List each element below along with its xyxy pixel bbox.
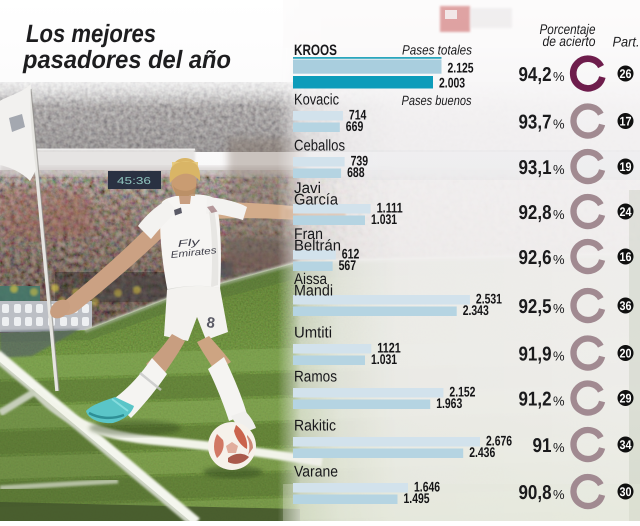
svg-text:%: %: [553, 116, 565, 131]
svg-text:1.031: 1.031: [371, 351, 397, 367]
svg-text:16: 16: [620, 250, 632, 264]
svg-text:Fran: Fran: [294, 226, 323, 243]
svg-text:Pases buenos: Pases buenos: [402, 93, 472, 108]
svg-text:Porcentaje: Porcentaje: [540, 21, 596, 37]
svg-text:92,6: 92,6: [519, 247, 552, 269]
svg-text:92,5: 92,5: [519, 296, 552, 318]
svg-text:%: %: [553, 301, 565, 316]
svg-text:2.125: 2.125: [448, 60, 474, 76]
svg-text:2.436: 2.436: [469, 444, 495, 460]
svg-text:pasadores del año: pasadores del año: [22, 46, 231, 74]
svg-text:30: 30: [620, 485, 632, 499]
svg-text:de acierto: de acierto: [543, 33, 596, 49]
svg-text:567: 567: [339, 257, 357, 273]
svg-text:669: 669: [346, 118, 364, 134]
svg-text:Pases totales: Pases totales: [402, 43, 472, 58]
svg-text:29: 29: [620, 391, 632, 405]
svg-text:91,9: 91,9: [519, 343, 552, 365]
svg-text:%: %: [553, 252, 565, 267]
svg-text:1.111: 1.111: [377, 200, 403, 216]
svg-text:%: %: [553, 69, 565, 84]
svg-text:92,8: 92,8: [519, 202, 552, 224]
svg-text:García: García: [294, 192, 338, 209]
svg-text:%: %: [553, 393, 565, 408]
svg-text:Ramos: Ramos: [294, 369, 337, 386]
svg-text:1.646: 1.646: [414, 479, 440, 495]
svg-text:Fly: Fly: [177, 237, 202, 250]
svg-text:93,7: 93,7: [519, 111, 552, 133]
svg-text:612: 612: [342, 246, 360, 262]
svg-text:%: %: [553, 440, 565, 455]
svg-text:739: 739: [351, 153, 369, 169]
svg-text:Javi: Javi: [294, 180, 321, 197]
svg-text:36: 36: [620, 299, 632, 313]
svg-text:2.531: 2.531: [476, 291, 502, 307]
svg-text:26: 26: [620, 67, 632, 81]
svg-text:%: %: [553, 162, 565, 177]
svg-text:Mandi: Mandi: [294, 283, 333, 300]
svg-text:Los mejores: Los mejores: [26, 20, 156, 48]
svg-text:%: %: [553, 348, 565, 363]
svg-text:Umtiti: Umtiti: [294, 325, 332, 342]
svg-text:8: 8: [205, 314, 216, 332]
svg-text:1.031: 1.031: [371, 211, 397, 227]
svg-text:%: %: [553, 487, 565, 502]
svg-text:1.963: 1.963: [436, 395, 462, 411]
svg-text:%: %: [553, 207, 565, 222]
svg-text:2.676: 2.676: [486, 433, 512, 449]
svg-text:688: 688: [347, 164, 365, 180]
svg-text:91,2: 91,2: [519, 388, 552, 410]
svg-text:19: 19: [620, 160, 632, 174]
svg-text:20: 20: [620, 346, 632, 360]
svg-text:93,1: 93,1: [519, 157, 552, 179]
svg-text:24: 24: [620, 205, 632, 219]
svg-text:90,8: 90,8: [519, 482, 552, 504]
svg-text:1.495: 1.495: [404, 490, 430, 506]
svg-text:Kovacic: Kovacic: [294, 92, 339, 109]
svg-text:714: 714: [349, 107, 367, 123]
svg-text:17: 17: [620, 114, 632, 128]
svg-text:Varane: Varane: [294, 464, 338, 481]
svg-text:2.152: 2.152: [449, 384, 475, 400]
svg-text:45:36: 45:36: [117, 176, 152, 187]
svg-text:KROOS: KROOS: [294, 42, 337, 59]
svg-text:Ceballos: Ceballos: [294, 138, 345, 155]
svg-text:94,2: 94,2: [519, 64, 552, 86]
svg-text:Aissa: Aissa: [294, 271, 327, 288]
svg-text:2.343: 2.343: [463, 302, 489, 318]
svg-text:1121: 1121: [377, 340, 401, 356]
svg-text:34: 34: [620, 438, 632, 452]
svg-text:Emirates: Emirates: [170, 245, 217, 261]
svg-text:Beltrán: Beltrán: [294, 238, 341, 255]
svg-text:2.003: 2.003: [439, 75, 465, 91]
svg-text:Part.: Part.: [613, 34, 640, 50]
svg-text:91: 91: [533, 435, 552, 457]
svg-text:Rakitic: Rakitic: [294, 418, 336, 435]
